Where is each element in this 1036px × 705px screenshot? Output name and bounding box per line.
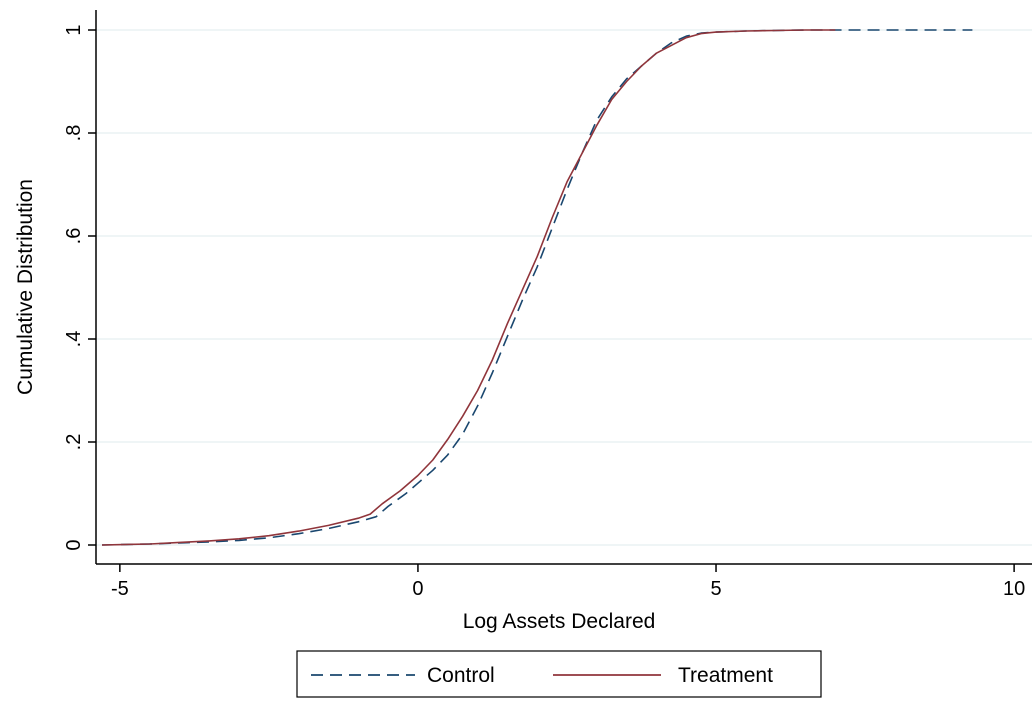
- y-axis-title: Cumulative Distribution: [14, 179, 37, 395]
- legend-box: [296, 650, 822, 698]
- x-tick-label-0: -5: [111, 578, 129, 600]
- y-tick-label-0: 0: [63, 539, 85, 550]
- y-tick-label-2: .4: [63, 331, 85, 348]
- y-tick-label-1: .2: [63, 434, 85, 451]
- x-tick-label-3: 10: [1003, 578, 1025, 600]
- series-lines: [101, 29, 973, 546]
- axes: [88, 10, 1032, 572]
- y-tick-label-5: 1: [63, 24, 85, 35]
- y-tick-label-4: .8: [63, 125, 85, 142]
- tick-labels: 0 .2 .4 .6 .8 1 -5 0 5 10: [63, 24, 1025, 600]
- legend: Control Treatment: [296, 650, 822, 698]
- series-line-treatment: [101, 29, 836, 546]
- legend-label-treatment: Treatment: [678, 664, 773, 687]
- series-line-control: [101, 29, 973, 546]
- x-tick-label-1: 0: [412, 578, 423, 600]
- x-tick-label-2: 5: [710, 578, 721, 600]
- x-axis-title: Log Assets Declared: [463, 610, 656, 633]
- legend-label-control: Control: [427, 664, 495, 687]
- gridlines: [96, 29, 1032, 546]
- y-tick-label-3: .6: [63, 228, 85, 245]
